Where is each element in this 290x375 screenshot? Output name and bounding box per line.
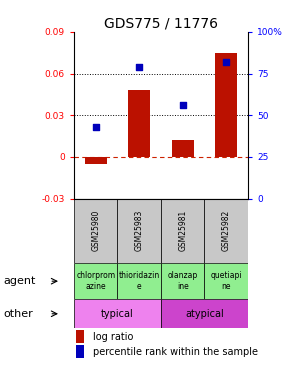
Title: GDS775 / 11776: GDS775 / 11776 xyxy=(104,17,218,31)
Text: olanzap
ine: olanzap ine xyxy=(168,272,198,291)
Point xyxy=(137,64,142,70)
Bar xyxy=(161,299,248,328)
Text: GSM25981: GSM25981 xyxy=(178,210,187,251)
Bar xyxy=(74,263,117,299)
Bar xyxy=(74,199,117,263)
Text: percentile rank within the sample: percentile rank within the sample xyxy=(93,347,258,357)
Text: log ratio: log ratio xyxy=(93,332,133,342)
Bar xyxy=(204,199,248,263)
Bar xyxy=(161,199,204,263)
Bar xyxy=(74,299,161,328)
Text: GSM25983: GSM25983 xyxy=(135,210,144,252)
Text: GSM25980: GSM25980 xyxy=(91,210,100,252)
Text: GSM25982: GSM25982 xyxy=(222,210,231,251)
Bar xyxy=(76,330,84,344)
Text: typical: typical xyxy=(101,309,134,319)
Point xyxy=(224,59,229,65)
Bar xyxy=(117,199,161,263)
Text: atypical: atypical xyxy=(185,309,224,319)
Text: quetiapi
ne: quetiapi ne xyxy=(210,272,242,291)
Bar xyxy=(172,140,194,157)
Point xyxy=(93,124,98,130)
Bar xyxy=(117,263,161,299)
Bar xyxy=(76,345,84,358)
Bar xyxy=(85,157,107,164)
Point xyxy=(180,102,185,108)
Text: thioridazin
e: thioridazin e xyxy=(119,272,160,291)
Bar xyxy=(204,263,248,299)
Text: other: other xyxy=(3,309,33,319)
Bar xyxy=(161,263,204,299)
Bar xyxy=(128,90,150,157)
Text: chlorprom
azine: chlorprom azine xyxy=(76,272,115,291)
Text: agent: agent xyxy=(3,276,35,286)
Bar xyxy=(215,53,237,157)
